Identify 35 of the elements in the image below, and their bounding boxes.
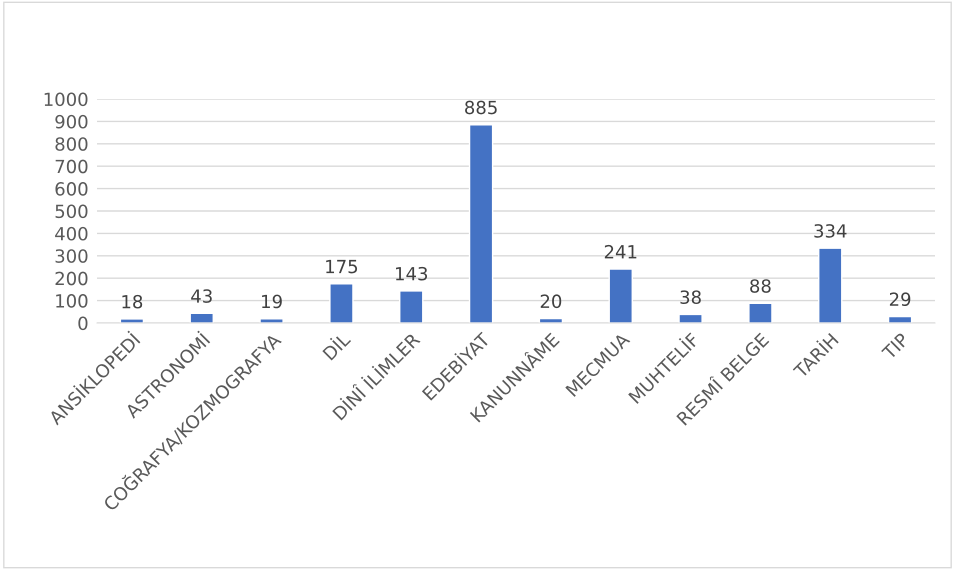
y-tick-label: 700 [56, 160, 88, 174]
x-tick-label: TIP [881, 332, 910, 360]
data-label: 241 [604, 244, 636, 258]
data-label: 143 [396, 266, 428, 281]
bar [259, 318, 284, 323]
bar [608, 268, 633, 323]
y-tick-label: 900 [55, 114, 88, 129]
data-label: 19 [262, 294, 282, 308]
data-label: 885 [465, 100, 497, 114]
y-tick-label: 400 [55, 226, 88, 241]
data-label: 29 [890, 292, 910, 306]
data-label: 43 [191, 289, 212, 303]
data-label: 20 [540, 294, 562, 308]
data-label: 18 [122, 294, 142, 309]
y-tick-label: 1000 [44, 92, 88, 106]
bar [888, 316, 912, 323]
data-label: 334 [814, 224, 846, 238]
bar [748, 302, 773, 323]
data-label: 175 [326, 260, 358, 274]
y-tick-label: 100 [56, 294, 88, 308]
y-tick-label: 300 [56, 249, 88, 263]
x-tick-label: DİL [320, 329, 352, 360]
bar [329, 283, 354, 323]
data-label: 38 [680, 290, 701, 304]
y-tick-label: 0 [78, 316, 88, 330]
y-tick-label: 500 [56, 204, 88, 218]
y-tick-label: 200 [56, 272, 88, 286]
bar [190, 312, 214, 323]
y-tick-label: 600 [55, 182, 88, 196]
data-label: 88 [750, 279, 771, 293]
bar [818, 247, 842, 323]
bar [399, 290, 424, 323]
bar [678, 314, 703, 323]
bar [468, 124, 494, 323]
y-tick-label: 800 [55, 137, 88, 151]
